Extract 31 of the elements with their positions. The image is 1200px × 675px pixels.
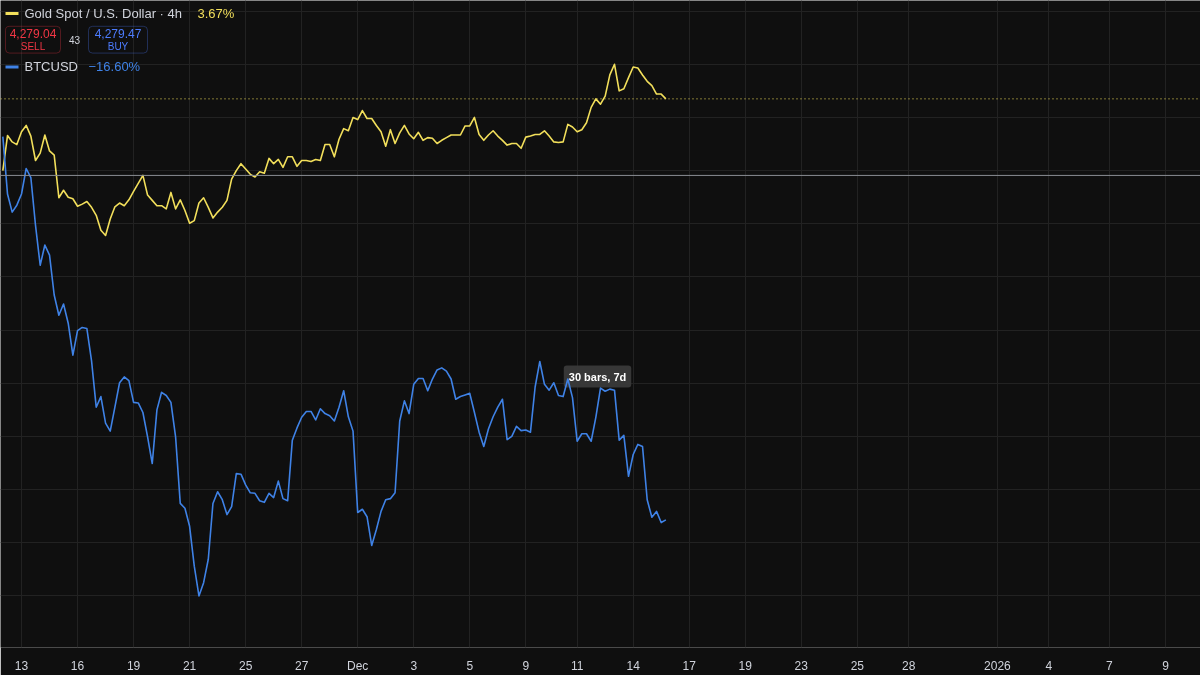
x-tick-label: 19 xyxy=(738,658,753,673)
x-tick-label: 9 xyxy=(522,658,530,673)
annotation: 30 bars, 7d xyxy=(568,370,627,383)
text: SELL xyxy=(20,40,46,52)
x-tick-label: Dec xyxy=(347,658,369,673)
annotation: −16.60% xyxy=(88,59,141,75)
x-tick-label: 13 xyxy=(14,658,29,673)
x-tick-label: 21 xyxy=(182,658,197,673)
legend-label: BTCUSD xyxy=(24,59,78,75)
x-tick-label: 14 xyxy=(626,658,641,673)
x-tick-label: 4 xyxy=(1045,658,1053,673)
x-tick-label: 23 xyxy=(794,658,809,673)
x-tick-label: 5 xyxy=(466,658,474,673)
x-tick-label: 7 xyxy=(1106,658,1114,673)
x-tick-label: 19 xyxy=(126,658,141,673)
x-tick-label: 28 xyxy=(902,658,916,673)
text: 3.67% xyxy=(197,5,235,21)
x-tick-label: 16 xyxy=(70,658,85,673)
legend-label: Gold Spot / U.S. Dollar · 4h xyxy=(24,5,183,21)
x-tick-label: 25 xyxy=(850,658,865,673)
x-tick-label: 3 xyxy=(410,658,418,673)
x-tick-label: 27 xyxy=(294,658,309,673)
x-tick-label: 2026 xyxy=(984,658,1012,673)
text: BUY xyxy=(107,40,129,52)
text: 4,279.47 xyxy=(94,26,142,41)
text: 4,279.04 xyxy=(9,26,57,41)
x-tick-label: 17 xyxy=(682,658,697,673)
x-tick-label: 11 xyxy=(570,658,584,673)
x-tick-label: 9 xyxy=(1162,658,1170,673)
text: 43 xyxy=(68,34,81,46)
x-tick-label: 25 xyxy=(238,658,253,673)
